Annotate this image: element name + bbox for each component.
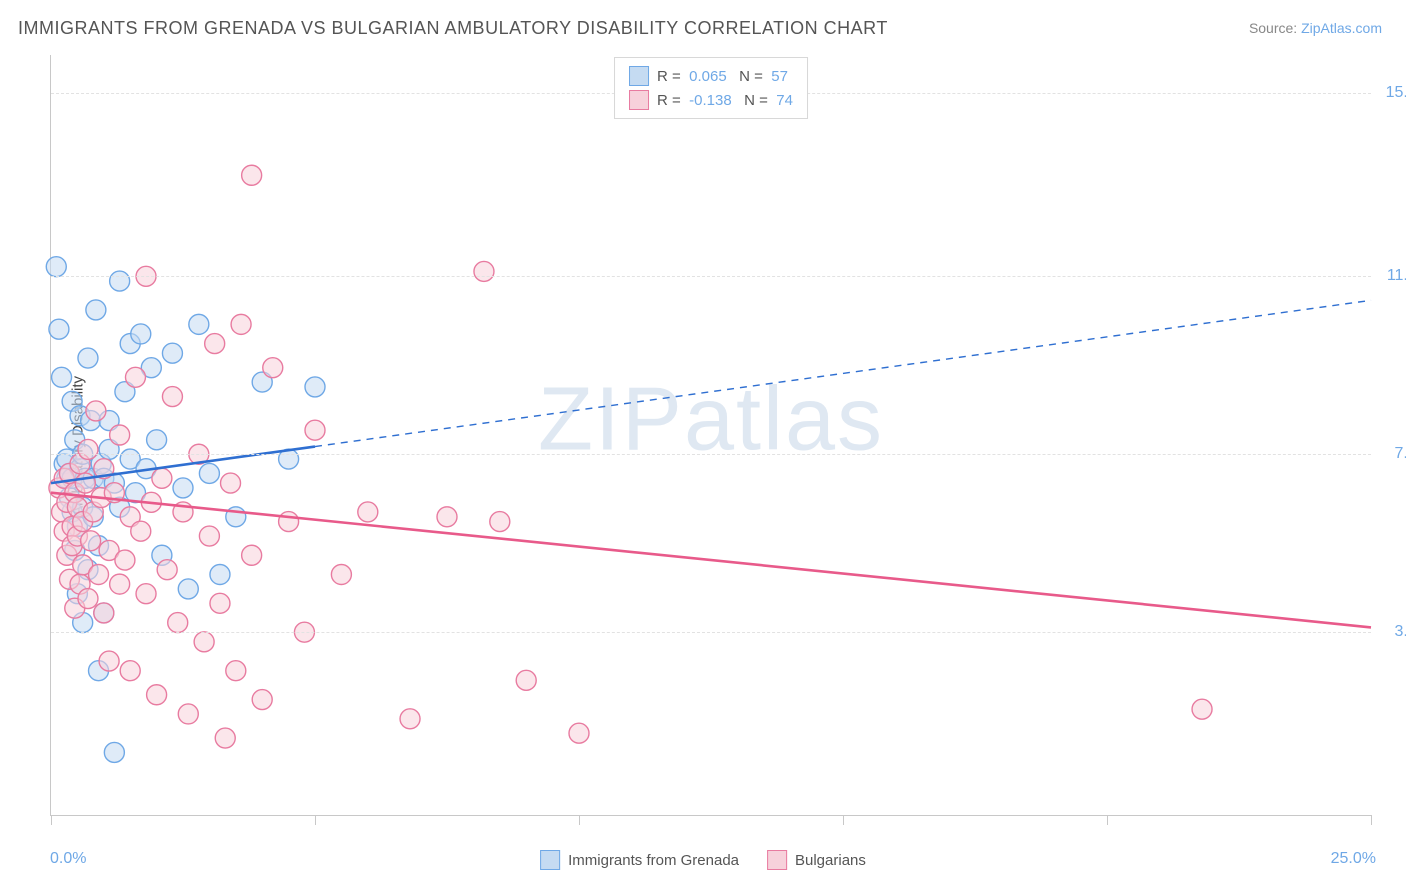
scatter-point: [99, 651, 119, 671]
scatter-point: [252, 690, 272, 710]
scatter-point: [81, 531, 101, 551]
scatter-point: [215, 728, 235, 748]
legend-stats-row: R = -0.138 N = 74: [629, 88, 793, 112]
x-tick: [843, 815, 844, 825]
stat-text: R = 0.065 N = 57: [657, 68, 788, 85]
scatter-point: [147, 430, 167, 450]
scatter-point: [1192, 699, 1212, 719]
swatch-icon: [767, 850, 787, 870]
legend-label: Immigrants from Grenada: [568, 852, 739, 869]
scatter-point: [115, 550, 135, 570]
y-tick-label: 7.5%: [1376, 445, 1406, 463]
swatch-icon: [629, 66, 649, 86]
x-tick: [51, 815, 52, 825]
scatter-point: [231, 314, 251, 334]
scatter-point: [86, 300, 106, 320]
scatter-point: [194, 632, 214, 652]
plot-area: ZIPatlas R = 0.065 N = 57 R = -0.138 N =…: [50, 55, 1371, 816]
scatter-point: [189, 314, 209, 334]
y-tick-label: 3.8%: [1376, 623, 1406, 641]
source-link[interactable]: ZipAtlas.com: [1301, 20, 1382, 36]
scatter-point: [49, 319, 69, 339]
legend-stats: R = 0.065 N = 57 R = -0.138 N = 74: [614, 57, 808, 119]
scatter-point: [205, 334, 225, 354]
source-prefix: Source:: [1249, 20, 1301, 36]
scatter-point: [110, 271, 130, 291]
scatter-point: [157, 560, 177, 580]
scatter-point: [136, 584, 156, 604]
scatter-point: [331, 564, 351, 584]
gridline: [51, 454, 1371, 455]
scatter-point: [110, 574, 130, 594]
scatter-point: [242, 165, 262, 185]
x-tick: [315, 815, 316, 825]
legend-series: Immigrants from Grenada Bulgarians: [540, 850, 866, 870]
scatter-point: [86, 401, 106, 421]
scatter-point: [104, 742, 124, 762]
scatter-point: [120, 661, 140, 681]
scatter-point: [305, 420, 325, 440]
scatter-point: [178, 704, 198, 724]
scatter-point: [147, 685, 167, 705]
scatter-point: [242, 545, 262, 565]
scatter-point: [226, 661, 246, 681]
scatter-point: [94, 603, 114, 623]
scatter-point: [210, 564, 230, 584]
scatter-point: [152, 468, 172, 488]
scatter-point: [78, 348, 98, 368]
scatter-point: [210, 593, 230, 613]
source-attribution: Source: ZipAtlas.com: [1249, 20, 1382, 36]
chart-title: IMMIGRANTS FROM GRENADA VS BULGARIAN AMB…: [18, 18, 888, 39]
swatch-icon: [629, 90, 649, 110]
scatter-point: [89, 564, 109, 584]
scatter-point: [569, 723, 589, 743]
x-axis-max-label: 25.0%: [1331, 850, 1376, 868]
scatter-point: [199, 463, 219, 483]
scatter-point: [78, 439, 98, 459]
legend-label: Bulgarians: [795, 852, 866, 869]
scatter-point: [263, 358, 283, 378]
scatter-point: [173, 478, 193, 498]
scatter-point: [305, 377, 325, 397]
plot-svg: [51, 55, 1371, 815]
scatter-point: [474, 261, 494, 281]
gridline: [51, 632, 1371, 633]
scatter-point: [358, 502, 378, 522]
scatter-point: [221, 473, 241, 493]
scatter-point: [162, 343, 182, 363]
scatter-point: [279, 512, 299, 532]
scatter-point: [46, 257, 66, 277]
y-tick-label: 11.2%: [1376, 267, 1406, 285]
scatter-point: [131, 521, 151, 541]
scatter-point: [162, 387, 182, 407]
scatter-point: [437, 507, 457, 527]
x-tick: [1371, 815, 1372, 825]
x-axis-min-label: 0.0%: [50, 850, 86, 868]
trend-line-dashed: [315, 300, 1371, 446]
legend-stats-row: R = 0.065 N = 57: [629, 64, 793, 88]
legend-item: Immigrants from Grenada: [540, 850, 739, 870]
legend-item: Bulgarians: [767, 850, 866, 870]
y-tick-label: 15.0%: [1376, 84, 1406, 102]
swatch-icon: [540, 850, 560, 870]
scatter-point: [110, 425, 130, 445]
scatter-point: [78, 589, 98, 609]
scatter-point: [199, 526, 219, 546]
scatter-point: [178, 579, 198, 599]
scatter-point: [168, 613, 188, 633]
scatter-point: [125, 367, 145, 387]
x-tick: [1107, 815, 1108, 825]
scatter-point: [400, 709, 420, 729]
scatter-point: [490, 512, 510, 532]
scatter-point: [516, 670, 536, 690]
scatter-point: [131, 324, 151, 344]
scatter-point: [52, 367, 72, 387]
x-tick: [579, 815, 580, 825]
stat-text: R = -0.138 N = 74: [657, 92, 793, 109]
gridline: [51, 276, 1371, 277]
